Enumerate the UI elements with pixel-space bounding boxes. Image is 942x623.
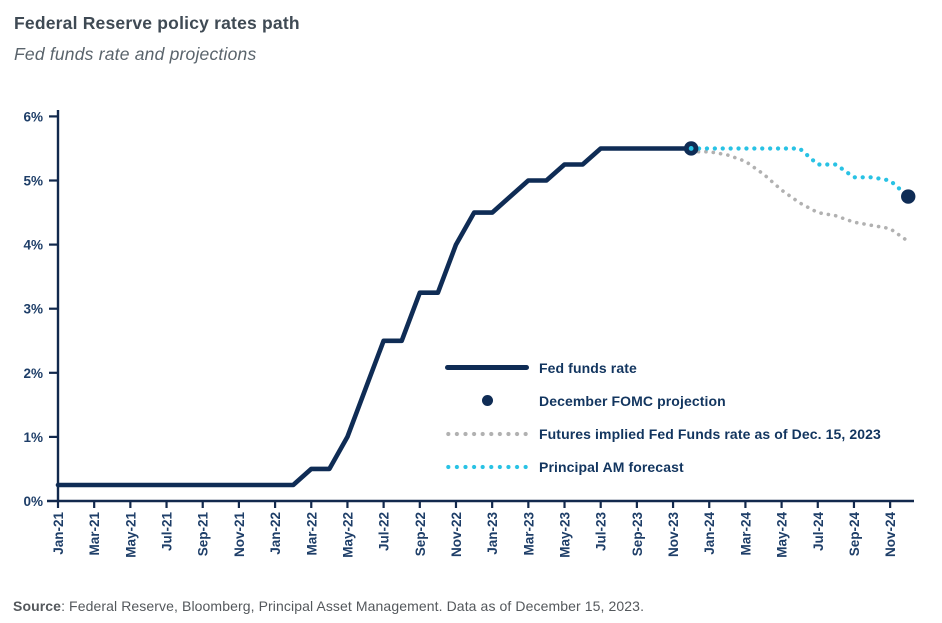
legend-label: Futures implied Fed Funds rate as of Dec…	[539, 425, 881, 442]
dot-swatch-icon	[443, 395, 531, 407]
source-text: : Federal Reserve, Bloomberg, Principal …	[61, 598, 645, 614]
series-gray-line	[689, 149, 911, 244]
x-tick-label: Mar-21	[87, 512, 102, 556]
x-tick-label: Jul-23	[594, 512, 609, 552]
y-tick-label: 6%	[23, 109, 43, 124]
x-tick-label: Jul-24	[811, 512, 826, 552]
x-tick-label: Sep-22	[413, 512, 428, 556]
source-note: Source: Federal Reserve, Bloomberg, Prin…	[13, 598, 644, 614]
legend-item-fed-funds-rate: Fed funds rate	[443, 351, 913, 384]
x-tick-label: Nov-24	[883, 512, 898, 558]
page-subtitle: Fed funds rate and projections	[14, 44, 257, 64]
chart-legend: Fed funds rate December FOMC projection …	[443, 351, 913, 483]
x-tick-label: May-22	[340, 512, 355, 558]
legend-label: Principal AM forecast	[539, 458, 684, 475]
series-navy-line	[55, 146, 694, 488]
y-tick-label: 2%	[23, 366, 43, 381]
y-tick-label: 0%	[23, 494, 43, 509]
page-title: Federal Reserve policy rates path	[14, 13, 300, 33]
x-tick-label: May-21	[123, 512, 138, 558]
x-tick-label: Mar-23	[521, 512, 536, 556]
x-tick-label: Jan-23	[485, 512, 500, 555]
x-tick-label: Jul-22	[377, 512, 392, 551]
series-cyan-line	[688, 146, 911, 199]
solid-line-swatch-icon	[443, 362, 531, 374]
legend-item-principal-am-forecast: Principal AM forecast	[443, 450, 913, 483]
x-tick-label: May-24	[775, 512, 790, 558]
x-tick-label: Nov-21	[232, 512, 247, 558]
x-tick-label: Nov-22	[449, 512, 464, 557]
source-label: Source	[13, 598, 62, 614]
legend-label: December FOMC projection	[539, 392, 726, 409]
x-tick-label: Sep-21	[196, 512, 211, 557]
x-tick-label: Jul-21	[160, 512, 175, 552]
marker-dot	[901, 189, 916, 204]
x-tick-label: Jan-21	[51, 512, 66, 555]
dotted-line-swatch-icon	[443, 428, 531, 440]
y-tick-label: 1%	[23, 430, 43, 445]
legend-item-fomc-projection: December FOMC projection	[443, 384, 913, 417]
x-tick-label: Mar-24	[738, 512, 753, 556]
x-tick-label: Jan-22	[268, 512, 283, 555]
dotted-line-swatch-icon	[443, 461, 531, 473]
y-tick-label: 4%	[23, 238, 43, 253]
x-tick-label: Mar-22	[304, 512, 319, 556]
x-tick-label: Jan-24	[702, 512, 717, 555]
x-tick-label: Sep-23	[630, 512, 645, 557]
y-tick-label: 3%	[23, 302, 43, 317]
x-tick-label: May-23	[558, 512, 573, 558]
y-tick-label: 5%	[23, 174, 43, 189]
legend-label: Fed funds rate	[539, 359, 637, 376]
x-tick-label: Nov-23	[666, 512, 681, 558]
forecast-start-dot	[688, 146, 694, 151]
x-tick-label: Sep-24	[847, 512, 862, 557]
line-chart-plot: 0% 1% 2% 3% 4% 5% 6% Jan-21 Mar-21 May-21 Jul-21 Se…	[23, 109, 916, 558]
legend-item-futures-implied: Futures implied Fed Funds rate as of Dec…	[443, 417, 913, 450]
